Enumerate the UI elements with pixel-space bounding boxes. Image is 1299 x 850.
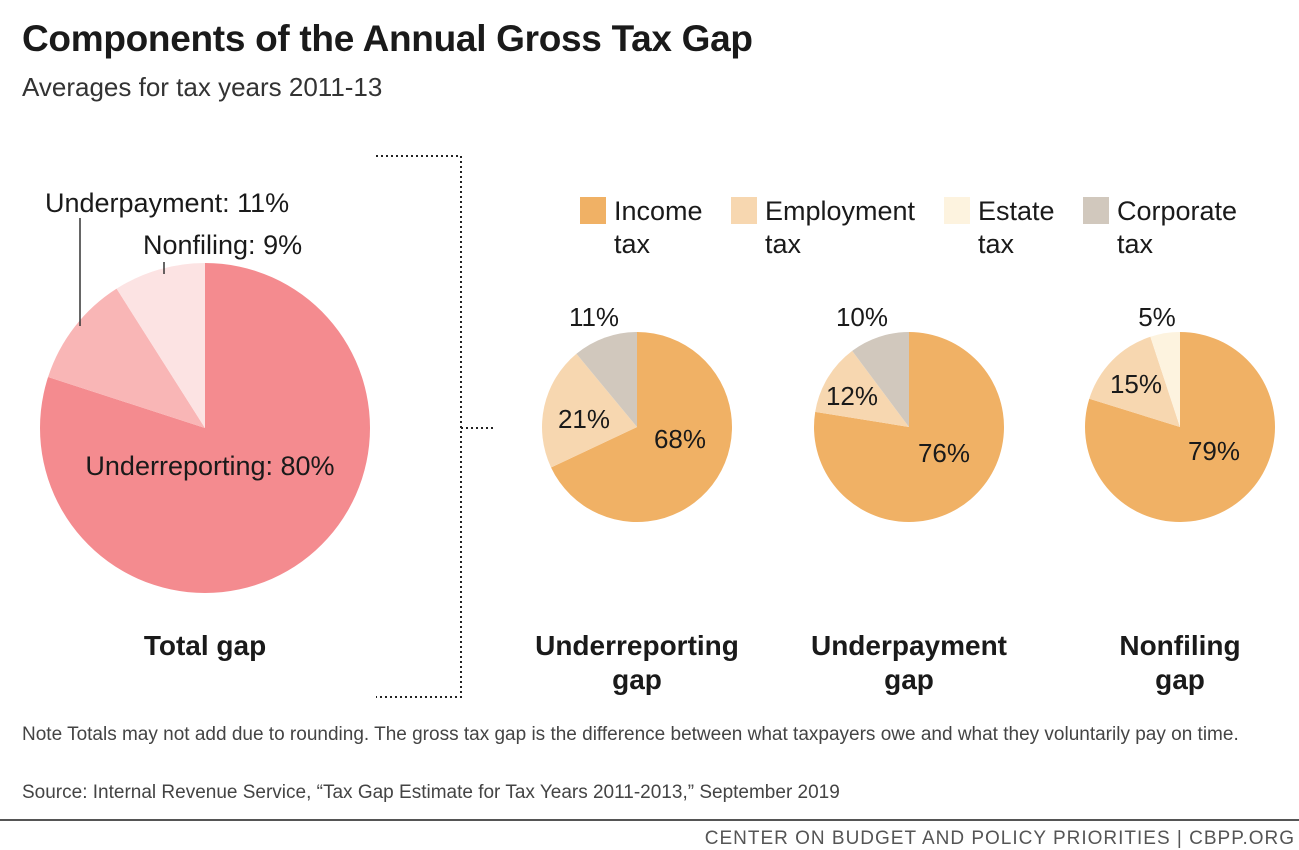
pie-2: 68% 21% 11% Underreporting gap [535,302,739,695]
slice-label-corporate-tax: 11% [569,302,619,332]
slice-label-employment-tax: 15% [1110,369,1162,399]
pie-slice-employment-tax [542,353,637,468]
pie-slice-employment-tax [815,350,909,427]
slice-label-underpayment: Underpayment: 11% [45,188,289,218]
pie-slice-income-tax [814,332,1005,522]
legend-swatch-estate [944,197,970,224]
legend-swatch-corporate [1083,197,1109,224]
pie-slice-corporate-tax [576,332,637,427]
legend-label-estate-line2: tax [978,229,1015,259]
slice-label-income-tax: 68% [654,424,706,454]
legend-label-estate: Estate [978,196,1055,226]
slice-label-nonfiling: Nonfiling: 9% [143,230,302,260]
pie-slice-income-tax [551,332,732,523]
footer-credit: CENTER ON BUDGET AND POLICY PRIORITIES |… [704,828,1295,849]
pie-title: Nonfiling gap [1119,630,1240,695]
legend-swatch-employment [731,197,757,224]
legend-label-employment-line2: tax [765,229,802,259]
slice-label-employment-tax: 21% [558,404,610,434]
legend-label-corporate-line2: tax [1117,229,1154,259]
legend-swatch-income [580,197,606,224]
pie-slice-employment-tax [1089,336,1180,427]
pie-slice-nonfiling [116,263,205,428]
pie-slice-corporate-tax [852,331,909,427]
chart-subtitle: Averages for tax years 2011-13 [22,72,383,102]
pie-4: 79% 15% 5% Nonfiling gap [1085,302,1275,695]
slice-label-estate-tax: 5% [1138,302,1176,332]
legend-label-income: Income [614,196,703,226]
slice-label-income-tax: 76% [918,438,970,468]
pie-3: 76% 12% 10% Underpayment gap [811,302,1007,695]
slice-label-underreporting: Underreporting: 80% [85,451,334,481]
legend-label-income-line2: tax [614,229,651,259]
slice-label-income-tax: 79% [1188,436,1240,466]
slice-label-corporate-tax: 10% [836,302,888,332]
chart-note: Note Totals may not add due to rounding.… [22,724,1239,745]
pie-title: Total gap [144,630,266,661]
chart-title: Components of the Annual Gross Tax Gap [22,18,753,59]
legend-label-employment: Employment [765,196,916,226]
pie-slice-underpayment [48,288,205,428]
footer-divider [0,819,1299,821]
pie-slice-estate-tax [1150,332,1180,427]
slice-label-employment-tax: 12% [826,381,878,411]
bracket-connector [376,155,462,698]
legend-label-corporate: Corporate [1117,196,1237,226]
pie-title: Underreporting gap [535,630,739,695]
pie-title: Underpayment gap [811,630,1007,695]
legend: IncometaxEmploymenttaxEstatetaxCorporate… [580,196,1237,259]
chart-source: Source: Internal Revenue Service, “Tax G… [22,782,840,803]
pie-1: Underreporting: 80% Underpayment: 11% Nonf… [39,188,370,661]
tax-gap-chart: Underreporting: 80% Underpayment: 11% Nonf… [39,155,1275,698]
